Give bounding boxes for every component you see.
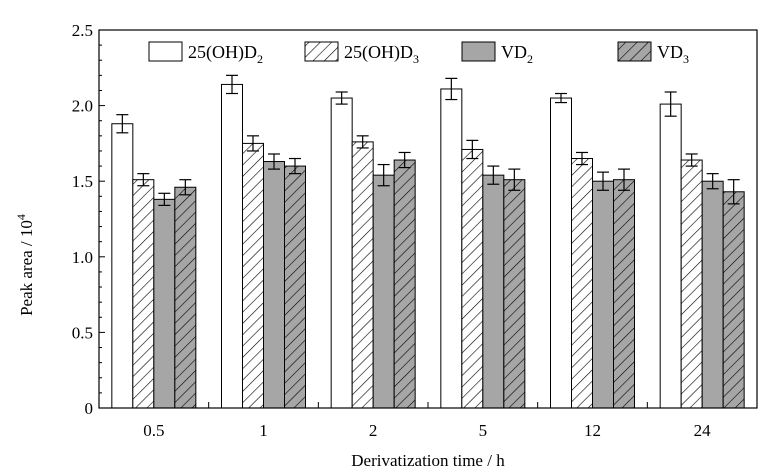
bar-VD2-1 [263,161,285,409]
legend: 25(OH)D2 25(OH)D3 VD2 VD3 [148,41,689,66]
bar-25(OH)D3-12 [571,158,593,409]
legend-label-subscript: 2 [257,52,263,66]
bar-25(OH)D2-2 [330,97,353,409]
legend-label-25(OH)D2: 25(OH)D2 [188,42,263,66]
bar-VD3-24 [722,191,745,409]
legend-label-25(OH)D3: 25(OH)D3 [344,42,419,66]
bar-25(OH)D2-1 [221,83,243,409]
x-tick-label-1: 1 [259,421,268,440]
bar-VD2-0.5 [153,198,176,409]
bar-VD2-5 [482,174,505,409]
legend-swatch-25(OH)D2 [148,41,183,62]
bar-VD3-1 [284,165,306,409]
legend-swatch-VD3 [617,41,652,62]
x-tick-label-24: 24 [694,421,712,440]
legend-swatch-25(OH)D3 [304,41,339,62]
y-tick-label-2.0: 2.0 [72,97,93,116]
bar-VD2-24 [701,180,724,409]
axes-layer: 00.51.01.52.02.50.5 1 2 5 12 24 [72,21,758,440]
bar-VD3-12 [613,179,635,409]
bar-25(OH)D3-24 [680,159,703,409]
bar-VD2-12 [592,180,614,409]
bar-25(OH)D3-1 [242,142,264,409]
bar-25(OH)D2-5 [440,88,463,409]
y-axis-label: Peak area / 104 [14,214,36,316]
bar-25(OH)D3-2 [351,141,374,409]
legend-swatch-VD2 [461,41,496,62]
legend-label-VD3: VD3 [657,42,689,66]
x-tick-label-2: 2 [369,421,378,440]
bar-VD3-5 [503,179,526,409]
bar-25(OH)D3-0.5 [132,179,155,409]
y-axis-label-main: Peak area / 10 [17,220,36,316]
bar-25(OH)D3-5 [461,148,484,409]
x-tick-label-5: 5 [479,421,488,440]
y-tick-label-1.5: 1.5 [72,172,93,191]
y-axis-label-exponent: 4 [14,214,28,220]
legend-label-subscript: 3 [413,52,419,66]
bar-VD3-0.5 [174,186,197,409]
bar-25(OH)D2-0.5 [111,123,134,409]
legend-label-main: 25(OH)D [344,42,413,63]
bar-VD3-2 [393,159,416,409]
legend-label-subscript: 2 [527,52,533,66]
bars-layer [111,74,745,409]
legend-label-main: VD [657,42,683,62]
y-tick-label-0: 0 [85,399,94,418]
y-tick-label-0.5: 0.5 [72,323,93,342]
legend-label-subscript: 3 [683,52,689,66]
legend-label-VD2: VD2 [501,42,533,66]
x-tick-label-12: 12 [584,421,601,440]
y-tick-label-2.5: 2.5 [72,21,93,40]
bar-VD2-2 [372,174,395,409]
plot-frame [98,29,758,409]
x-axis-label: Derivatization time / h [351,451,505,470]
legend-label-main: 25(OH)D [188,42,257,63]
legend-label-main: VD [501,42,527,62]
bar-25(OH)D2-24 [659,103,682,409]
y-tick-label-1.0: 1.0 [72,248,93,267]
x-tick-label-0.5: 0.5 [143,421,164,440]
bar-25(OH)D2-12 [550,97,572,409]
